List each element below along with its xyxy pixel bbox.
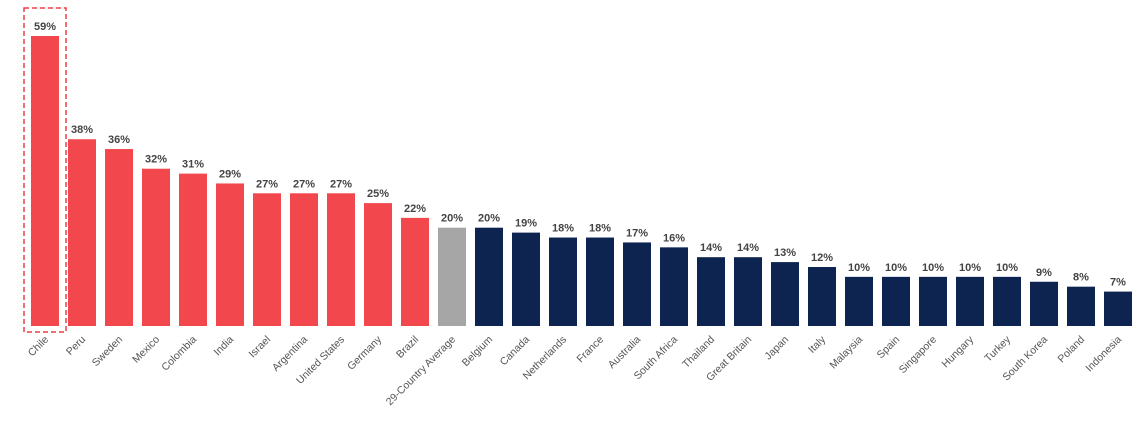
- value-label-israel: 27%: [256, 178, 278, 190]
- category-label-brazil: Brazil: [394, 334, 421, 361]
- bar-israel: [253, 193, 281, 326]
- category-label-29-country-average: 29-Country Average: [384, 334, 458, 408]
- value-label-colombia: 31%: [182, 159, 204, 171]
- value-label-poland: 8%: [1073, 272, 1089, 284]
- bar-united-states: [327, 193, 355, 326]
- value-label-29-country-average: 20%: [441, 213, 463, 225]
- bar-chile: [31, 36, 59, 326]
- category-label-turkey: Turkey: [982, 333, 1013, 364]
- bar-germany: [364, 203, 392, 326]
- category-label-thailand: Thailand: [680, 334, 717, 371]
- category-label-chile: Chile: [26, 334, 52, 360]
- bar-turkey: [993, 276, 1021, 326]
- bar-canada: [512, 232, 540, 326]
- bar-peru: [68, 139, 96, 326]
- value-label-malaysia: 10%: [848, 262, 870, 274]
- value-label-belgium: 20%: [478, 213, 500, 225]
- category-label-india: India: [212, 334, 237, 359]
- value-label-turkey: 10%: [996, 262, 1018, 274]
- category-label-australia: Australia: [606, 334, 643, 371]
- category-label-mexico: Mexico: [130, 334, 162, 366]
- category-label-belgium: Belgium: [460, 333, 495, 368]
- value-label-brazil: 22%: [404, 203, 426, 215]
- category-label-canada: Canada: [498, 334, 533, 369]
- category-label-italy: Italy: [806, 333, 829, 356]
- value-label-south-africa: 16%: [663, 232, 685, 244]
- category-label-singapore: Singapore: [897, 334, 939, 376]
- value-label-singapore: 10%: [922, 262, 944, 274]
- category-label-hungary: Hungary: [940, 333, 977, 370]
- bar-thailand: [697, 257, 725, 326]
- bar-south-africa: [660, 247, 688, 326]
- bar-spain: [882, 276, 910, 326]
- bar-netherlands: [549, 237, 577, 326]
- category-label-spain: Spain: [875, 334, 903, 362]
- bar-south-korea: [1030, 281, 1058, 326]
- bar-india: [216, 183, 244, 326]
- value-label-france: 18%: [589, 223, 611, 235]
- value-label-mexico: 32%: [145, 154, 167, 166]
- value-label-peru: 38%: [71, 124, 93, 136]
- bar-japan: [771, 262, 799, 326]
- value-label-indonesia: 7%: [1110, 277, 1126, 289]
- bar-singapore: [919, 276, 947, 326]
- bar-great-britain: [734, 257, 762, 326]
- value-label-india: 29%: [219, 168, 241, 180]
- value-label-thailand: 14%: [700, 242, 722, 254]
- bar-italy: [808, 267, 836, 326]
- bar-belgium: [475, 227, 503, 326]
- value-label-spain: 10%: [885, 262, 907, 274]
- bar-mexico: [142, 168, 170, 326]
- category-label-peru: Peru: [64, 334, 88, 358]
- bar-29-country-average: [438, 227, 466, 326]
- value-label-germany: 25%: [367, 188, 389, 200]
- category-label-france: France: [575, 334, 607, 366]
- bar-malaysia: [845, 276, 873, 326]
- value-label-italy: 12%: [811, 252, 833, 264]
- bar-poland: [1067, 286, 1095, 326]
- value-label-netherlands: 18%: [552, 223, 574, 235]
- bar-brazil: [401, 217, 429, 326]
- bar-colombia: [179, 173, 207, 326]
- value-label-chile: 59%: [34, 21, 56, 33]
- bar-hungary: [956, 276, 984, 326]
- category-label-malaysia: Malaysia: [827, 334, 865, 372]
- value-label-great-britain: 14%: [737, 242, 759, 254]
- value-label-united-states: 27%: [330, 178, 352, 190]
- value-label-australia: 17%: [626, 227, 648, 239]
- category-label-israel: Israel: [246, 334, 273, 361]
- value-label-canada: 19%: [515, 218, 537, 230]
- category-label-germany: Germany: [345, 333, 385, 373]
- category-label-poland: Poland: [1056, 334, 1088, 366]
- category-label-sweden: Sweden: [90, 334, 125, 369]
- bar-australia: [623, 242, 651, 326]
- category-label-indonesia: Indonesia: [1083, 334, 1124, 375]
- value-label-japan: 13%: [774, 247, 796, 259]
- bar-indonesia: [1104, 291, 1132, 326]
- highlight-box-chile: [23, 7, 67, 333]
- category-label-japan: Japan: [762, 334, 791, 363]
- value-label-sweden: 36%: [108, 134, 130, 146]
- value-label-argentina: 27%: [293, 178, 315, 190]
- bar-argentina: [290, 193, 318, 326]
- value-label-south-korea: 9%: [1036, 267, 1052, 279]
- category-label-colombia: Colombia: [159, 334, 199, 374]
- bar-sweden: [105, 149, 133, 326]
- bar-france: [586, 237, 614, 326]
- value-label-hungary: 10%: [959, 262, 981, 274]
